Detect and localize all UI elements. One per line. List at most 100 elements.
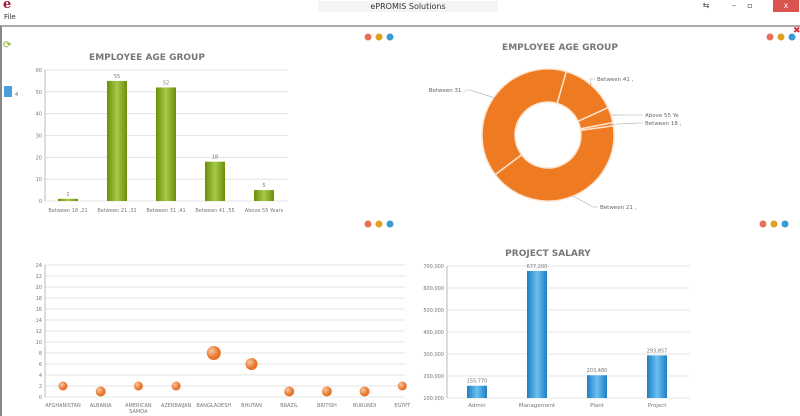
chart2-slice-label: Between 21 , [600, 205, 637, 211]
chart1-ytick: 0 [39, 199, 42, 205]
chart1-bar [156, 87, 176, 201]
menu-bar: File [0, 13, 800, 24]
chart1-xtick: Between 31 ,41 [146, 208, 185, 214]
chart3-bubble [171, 381, 181, 391]
chart3-bubble [397, 381, 407, 391]
close-icon: ✖ [793, 26, 800, 36]
chart1-data-label: 5 [262, 183, 265, 189]
chart3-ytick: 6 [39, 362, 42, 368]
title-bar: e ePROMIS Solutions ⇆ – ▫ x [0, 0, 800, 12]
chart4-data-label: 203,480 [587, 368, 608, 374]
chart1-ytick: 50 [36, 90, 42, 96]
chart4-ytick: 300,000 [423, 352, 444, 358]
settings-icon [386, 220, 394, 228]
chart4-xtick: Admin [468, 403, 486, 409]
chart4-ytick: 600,000 [423, 286, 444, 292]
pie-chart-icon [766, 33, 774, 41]
pie-chart-icon [364, 220, 372, 228]
chart2-slice-label: Above 55 Ye [645, 113, 679, 119]
chart3-xtick: EGYPT [394, 403, 411, 409]
chart4-bar [647, 355, 667, 398]
chart2-title: EMPLOYEE AGE GROUP [502, 43, 618, 53]
settings-icon [788, 33, 796, 41]
chart4-xtick: Project [648, 403, 668, 409]
chart3-ytick: 16 [36, 307, 42, 313]
chart1-ytick: 30 [36, 134, 42, 140]
chart4-title: PROJECT SALARY [505, 249, 591, 259]
chart2-slice-label: Between 31 , [429, 88, 466, 94]
chart3-ytick: 8 [39, 351, 42, 357]
minimize-icon[interactable]: – [732, 1, 736, 10]
settings-icon [386, 33, 394, 41]
maximize-icon[interactable]: ▫ [747, 1, 753, 10]
color-wheel-icon [777, 33, 785, 41]
chart2-leader-line [573, 195, 598, 208]
app-logo: e [3, 0, 12, 12]
menu-file[interactable]: File [4, 13, 16, 21]
chart1-data-label: 1 [66, 192, 69, 198]
close-icon[interactable]: x [773, 0, 799, 12]
chart3-xtick: AZERBAIJAN [161, 403, 192, 409]
chart4-data-label: 155,770 [467, 379, 488, 385]
chart3-bubble [95, 386, 106, 397]
chart3-xtick: AMERICAN [125, 403, 152, 409]
book-label: 4 [15, 92, 18, 98]
pie-chart-icon [759, 220, 767, 228]
chart1-data-label: 52 [163, 80, 169, 86]
chart1-bar [58, 198, 78, 201]
restore-icon[interactable]: ⇆ [702, 1, 710, 10]
chart3-xtick: ALBANIA [90, 403, 112, 409]
chart3-bubble [321, 386, 332, 397]
chart3-xtick: SAMOA [129, 409, 148, 415]
chart1-bar [107, 80, 127, 201]
chart4-ytick: 500,000 [423, 308, 444, 314]
chart2-slice-label: Between 41 , [597, 77, 634, 83]
chart3-bubble [359, 386, 370, 397]
chart3-ytick: 2 [39, 384, 42, 390]
chart1-data-label: 18 [212, 155, 218, 161]
chart2-leader-line [589, 78, 595, 86]
chart3-bubble [245, 358, 258, 370]
chart4-ytick: 700,000 [423, 264, 444, 270]
chart3-bubble [133, 381, 143, 391]
chart1-data-label: 55 [114, 74, 120, 80]
chart4-bar [527, 271, 547, 398]
chart4-bar [467, 385, 487, 398]
chart1-ytick: 10 [36, 177, 42, 183]
chart3-ytick: 22 [36, 274, 42, 280]
color-wheel-icon [375, 33, 383, 41]
chart1-xtick: Between 21 ,31 [97, 208, 136, 214]
chart3-ytick: 20 [36, 285, 42, 291]
dashboard [0, 25, 800, 416]
settings-icon [781, 220, 789, 228]
book-icon [4, 86, 12, 97]
pie-chart-icon [364, 33, 372, 41]
chart2-leader-line [613, 122, 643, 125]
chart3-xtick: AFGHANISTAN [45, 403, 81, 409]
chart3-ytick: 12 [36, 329, 42, 335]
chart1-ytick: 60 [36, 68, 42, 74]
color-wheel-icon [375, 220, 383, 228]
chart1-bar [254, 190, 274, 201]
chart4-ytick: 100,000 [423, 396, 444, 402]
chart4-data-label: 677,200 [527, 264, 548, 270]
chart3-xtick: BRITISH [317, 403, 337, 409]
chart3-ytick: 10 [36, 340, 42, 346]
chart4-xtick: Management [519, 403, 556, 409]
chart1-xtick: Above 55 Years [245, 208, 284, 214]
chart4-ytick: 400,000 [423, 330, 444, 336]
chart1-ytick: 20 [36, 155, 42, 161]
chart3-bubble [206, 346, 221, 360]
chart2-leader-line [465, 89, 494, 98]
chart3-bubble [58, 381, 68, 391]
refresh-icon: ⟳ [3, 40, 12, 51]
chart1-xtick: Between 18 ,21 [48, 208, 87, 214]
chart3-ytick: 4 [39, 373, 42, 379]
chart4-bar [587, 375, 607, 398]
chart3-xtick: BRAZIL [280, 403, 298, 409]
chart3-xtick: BURUNDI [353, 403, 376, 409]
chart2-slice-label: Between 18 , [645, 121, 682, 127]
chart3-xtick: BHUTAN [241, 403, 262, 409]
window-title: ePROMIS Solutions [318, 1, 498, 12]
